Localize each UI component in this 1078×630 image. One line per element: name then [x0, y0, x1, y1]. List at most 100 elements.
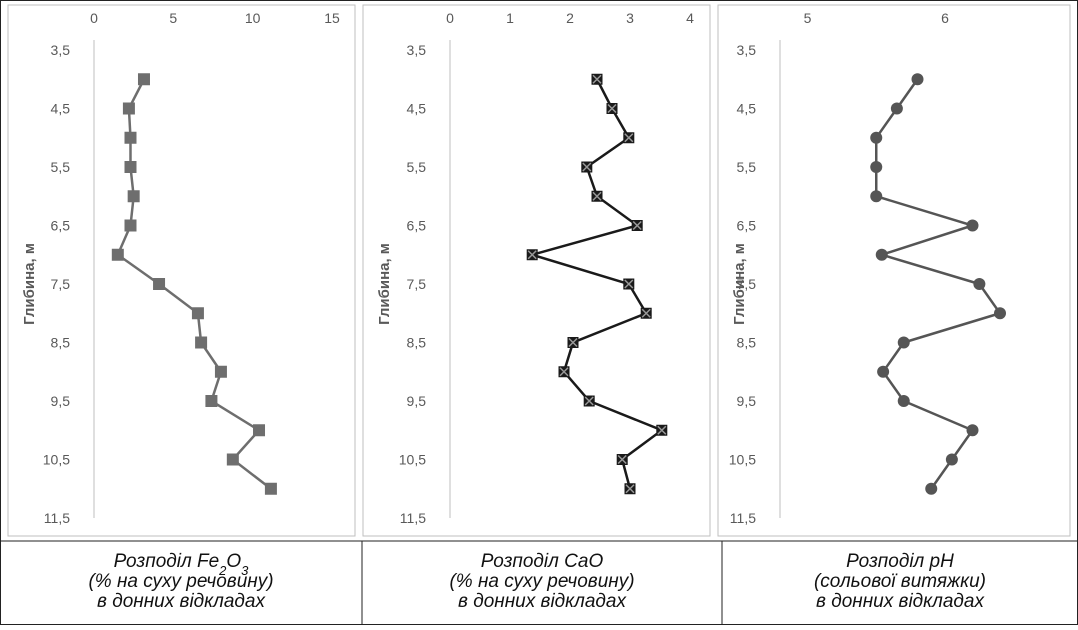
point-cross [632, 220, 642, 231]
y-tick-label: 4,5 [51, 101, 71, 117]
data-point [111, 248, 124, 261]
x-tick-label: 1 [506, 10, 514, 26]
caption-text: в донних відкладах [816, 591, 985, 612]
y-tick-label: 4,5 [737, 101, 757, 117]
panel-frame [7, 4, 356, 537]
point-cross [582, 162, 592, 172]
point-cross [607, 103, 617, 114]
y-tick-label: 7,5 [737, 276, 757, 292]
y-tick-label: 8,5 [51, 335, 71, 351]
point-cross [625, 484, 635, 494]
data-point [870, 161, 883, 173]
y-tick-label: 3,5 [737, 42, 757, 58]
y-tick-label: 7,5 [407, 276, 427, 292]
y-tick-label: 11,5 [44, 510, 70, 526]
x-tick-label: 0 [446, 10, 454, 26]
y-tick-label: 9,5 [737, 393, 757, 409]
y-axis-label: Глибина, м [376, 243, 393, 325]
data-point [153, 278, 166, 290]
y-tick-label: 4,5 [407, 101, 427, 117]
x-tick-label: 3 [626, 10, 634, 26]
data-point [214, 365, 227, 378]
data-point [897, 336, 910, 349]
y-tick-label: 5,5 [407, 159, 427, 175]
caption-text: (сольової витяжки) [814, 571, 986, 592]
y-tick-label: 6,5 [737, 218, 757, 234]
caption-line: (% на суху речовину) [88, 571, 273, 592]
y-tick-label: 10,5 [43, 452, 70, 468]
y-axis-label: Глибина, м [731, 243, 748, 325]
y-tick-label: 10,5 [399, 452, 426, 468]
y-tick-label: 6,5 [407, 218, 427, 234]
x-tick-label: 10 [245, 10, 261, 26]
point-cross [559, 367, 569, 377]
y-tick-label: 8,5 [737, 335, 757, 351]
data-point [191, 307, 204, 320]
point-cross [592, 74, 602, 84]
data-point [877, 365, 890, 378]
x-tick-label: 2 [566, 10, 574, 26]
data-point [127, 190, 140, 203]
x-tick-label: 4 [686, 10, 694, 26]
data-point [890, 102, 903, 115]
panel-frame [717, 4, 1071, 537]
point-cross [641, 308, 651, 318]
caption-text: Розподіл Fe [114, 551, 220, 572]
data-point [253, 424, 266, 437]
caption-line: в донних відкладах [97, 591, 266, 612]
caption-line: в донних відкладах [816, 591, 985, 612]
caption-text: 3 [241, 563, 249, 578]
data-point [911, 73, 924, 86]
data-point [870, 190, 883, 203]
y-tick-label: 8,5 [407, 335, 427, 351]
point-cross [584, 396, 594, 406]
caption-text: (% на суху речовину) [449, 571, 634, 592]
caption-line: (сольової витяжки) [814, 571, 986, 592]
y-tick-label: 7,5 [51, 276, 71, 292]
panel-frame [362, 4, 711, 537]
caption-line: Розподіл CaO [481, 551, 604, 572]
data-point [994, 307, 1006, 320]
data-point [124, 131, 137, 144]
caption-text: 2 [218, 563, 227, 578]
caption-line: в донних відкладах [458, 591, 627, 612]
y-axis-label: Глибина, м [21, 243, 38, 325]
x-tick-label: 5 [804, 10, 812, 26]
point-cross [568, 337, 578, 348]
y-tick-label: 6,5 [51, 218, 71, 234]
point-cross [657, 425, 667, 435]
y-tick-label: 10,5 [729, 452, 756, 468]
y-tick-label: 5,5 [51, 159, 71, 175]
data-point [870, 131, 883, 144]
caption-text: (% на суху речовину) [88, 571, 273, 592]
point-cross [624, 279, 634, 289]
point-cross [624, 133, 634, 143]
x-tick-label: 6 [941, 10, 949, 26]
data-point [124, 161, 137, 173]
data-point [897, 395, 910, 407]
data-point [966, 424, 979, 437]
data-point [195, 336, 208, 349]
x-tick-label: 0 [90, 10, 98, 26]
caption-text: в донних відкладах [458, 591, 627, 612]
data-point [875, 248, 888, 261]
data-point [137, 73, 150, 86]
point-cross [527, 250, 537, 260]
data-point [966, 219, 979, 232]
caption-text: в донних відкладах [97, 591, 266, 612]
caption-text: O [226, 551, 241, 572]
caption-text: Розподіл pH [846, 551, 954, 572]
data-point [124, 219, 137, 232]
y-tick-label: 3,5 [407, 42, 427, 58]
y-tick-label: 3,5 [51, 42, 71, 58]
caption-line: Розподіл Fe2O3 [114, 551, 250, 578]
data-point [205, 395, 218, 407]
data-point [122, 102, 135, 115]
x-tick-label: 15 [324, 10, 340, 26]
data-point [925, 482, 938, 495]
data-point [226, 453, 239, 466]
data-point [945, 453, 958, 466]
data-point [973, 278, 986, 290]
point-cross [617, 454, 627, 465]
